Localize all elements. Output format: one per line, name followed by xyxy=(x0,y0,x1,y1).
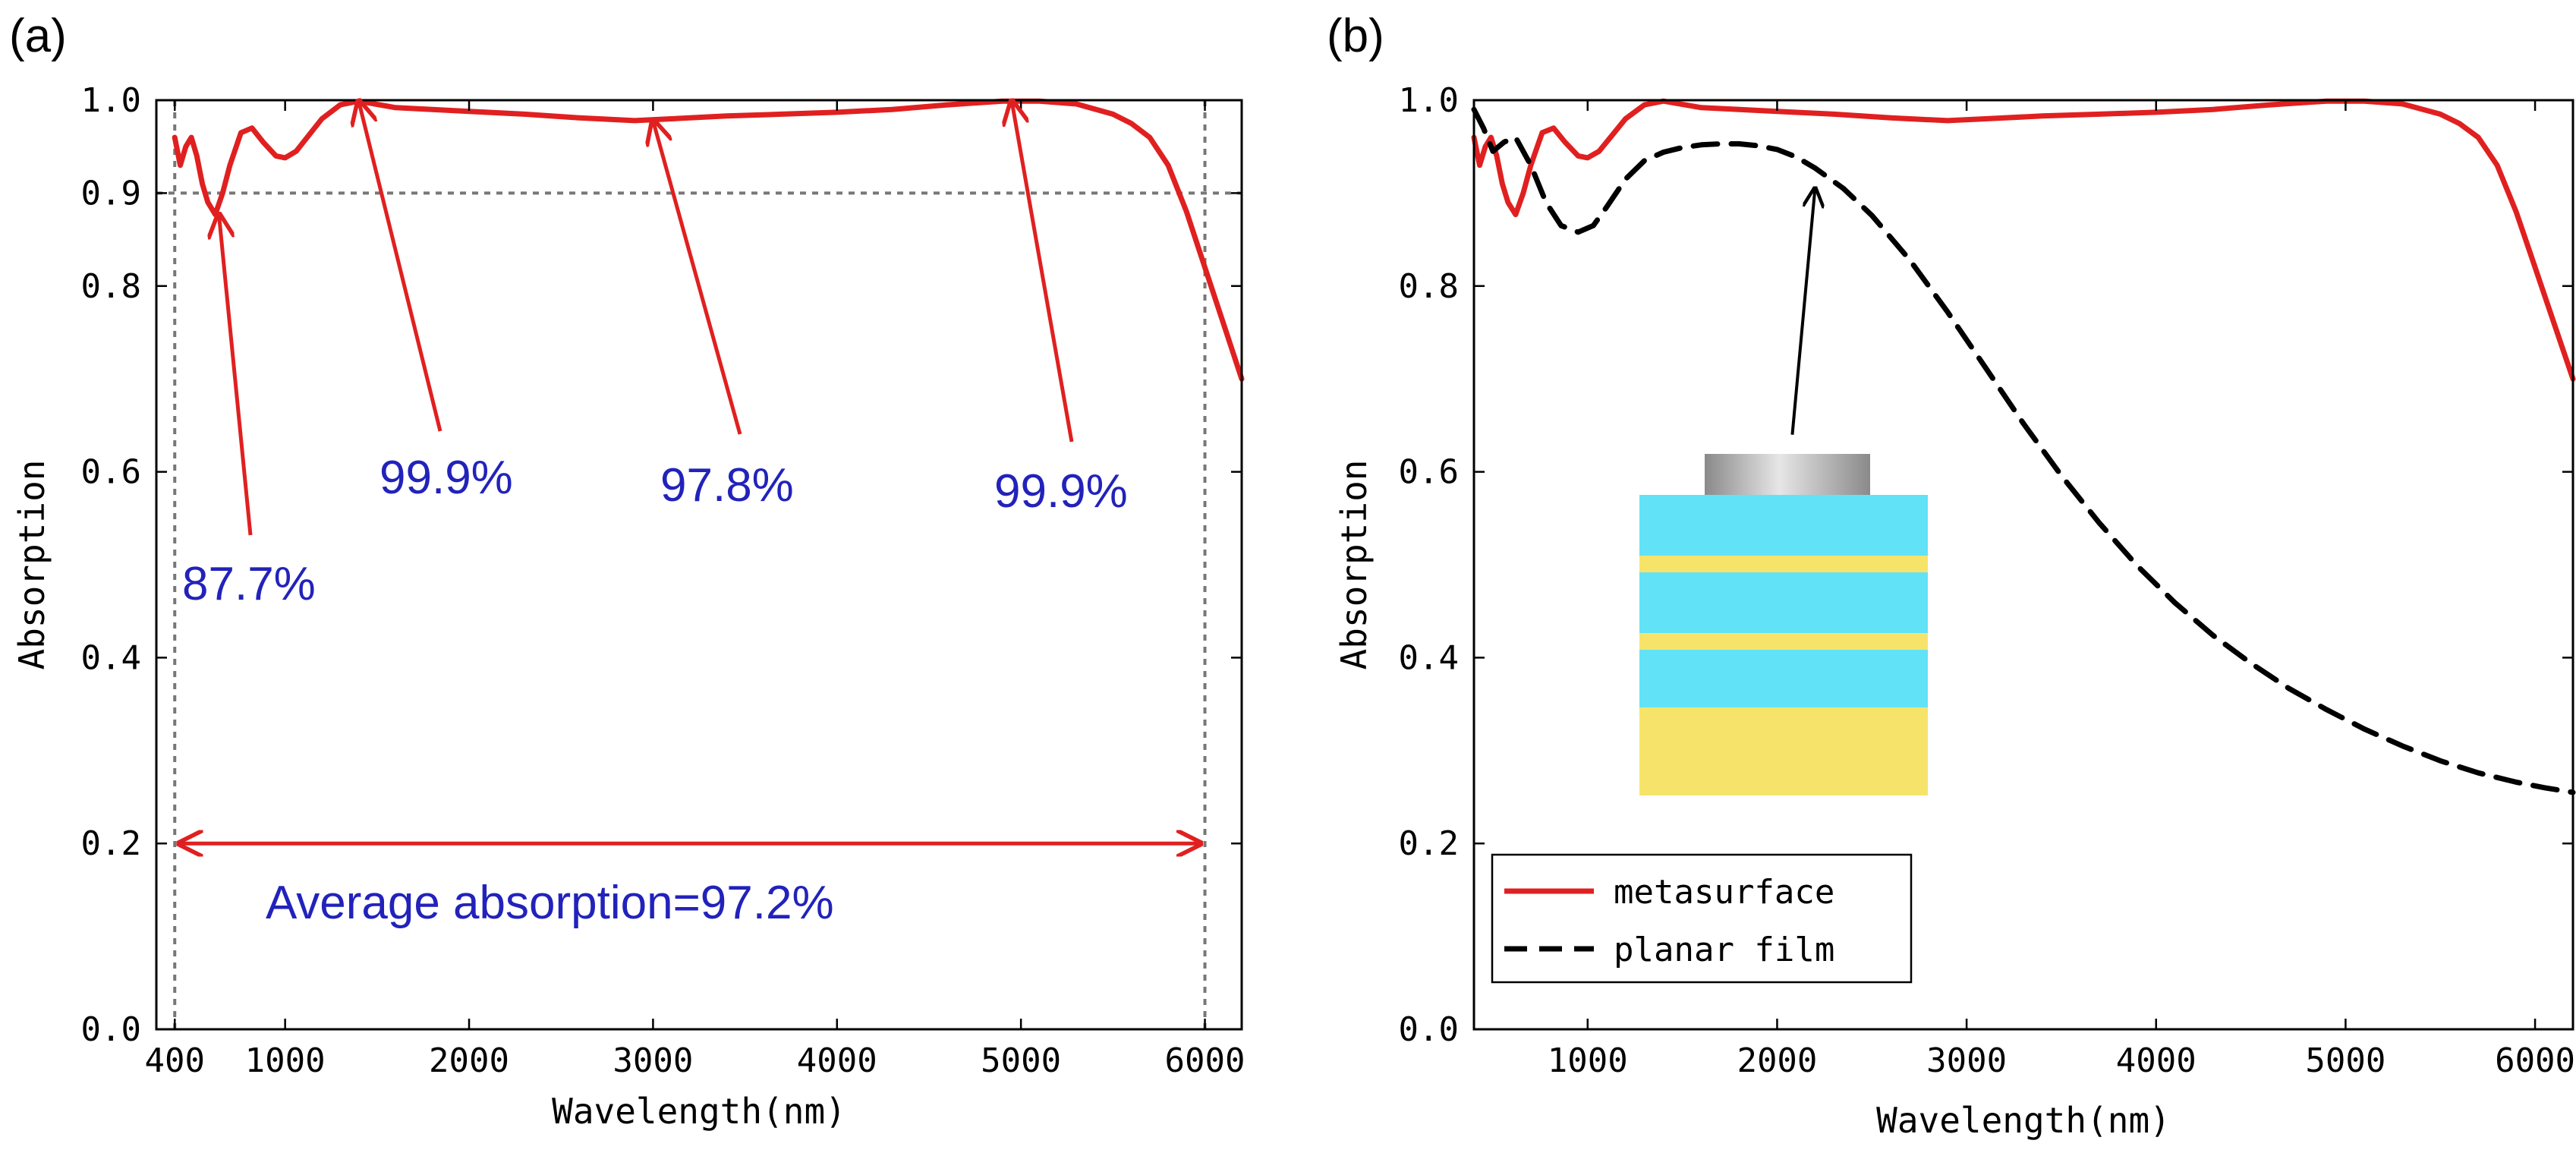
y-axis-label: Absorption xyxy=(11,460,52,670)
dielectric-layer xyxy=(1639,495,1928,556)
series-line-metasurface xyxy=(172,98,1245,382)
series-line-planar-film xyxy=(1471,106,2576,795)
y-tick-label: 0.2 xyxy=(1399,824,1459,863)
annotation-label: 97.8% xyxy=(660,459,794,512)
y-tick-label: 0.4 xyxy=(81,638,141,677)
y-tick-label: 1.0 xyxy=(81,81,141,120)
y-axis-label: Absorption xyxy=(1334,460,1375,670)
annotations: 87.7% 99.9% 97.8% 99.9% Average absorption=9… xyxy=(179,101,1200,929)
y-tick-label: 1.0 xyxy=(1399,81,1459,120)
x-tick-label: 4000 xyxy=(797,1041,877,1080)
top-disk xyxy=(1705,454,1870,495)
annotation-arrow xyxy=(359,101,442,432)
dielectric-layer xyxy=(1639,572,1928,633)
legend-label-metasurface: metasurface xyxy=(1614,873,1834,912)
y-tick-label: 0.9 xyxy=(81,174,141,213)
legend: metasurface planar film xyxy=(1491,853,1913,984)
annotation-arrow xyxy=(1012,101,1074,443)
y-tick-label: 0.8 xyxy=(81,267,141,306)
annotation-label: 99.9% xyxy=(379,452,513,504)
series-group xyxy=(172,98,1245,382)
x-tick-label: 6000 xyxy=(2495,1041,2575,1080)
chart-panel-b: (b) 1000 2000 3000 4000 5000 6000 0.0 0.2 0.4 0.6… xyxy=(1327,10,2576,1141)
legend-box xyxy=(1491,853,1913,984)
plot-frame xyxy=(155,99,1243,1031)
y-tick-label: 0.2 xyxy=(81,824,141,863)
x-tick-label: 2000 xyxy=(1737,1041,1817,1080)
axis-ticks: 400 1000 2000 3000 4000 5000 6000 0.0 0.2 0.4 0.6 0… xyxy=(81,81,1245,1080)
average-absorption-label: Average absorption=97.2% xyxy=(266,877,834,929)
x-tick-label: 1000 xyxy=(245,1041,326,1080)
metal-substrate-layer xyxy=(1639,707,1928,795)
y-tick-label: 0.0 xyxy=(81,1010,141,1049)
layered-structure-inset xyxy=(1639,454,1928,795)
series-group xyxy=(1471,98,2576,795)
x-tick-label: 5000 xyxy=(2305,1041,2385,1080)
x-tick-label: 5000 xyxy=(981,1041,1061,1080)
series-line-metasurface xyxy=(1471,98,2576,382)
metal-layer xyxy=(1639,633,1928,650)
y-tick-label: 0.4 xyxy=(1399,638,1459,677)
pointer-arrow-line xyxy=(1790,188,1815,435)
y-tick-label: 0.8 xyxy=(1399,267,1459,306)
annotation-arrow xyxy=(653,121,742,435)
x-tick-label: 4000 xyxy=(2116,1041,2197,1080)
plot-frame xyxy=(1472,99,2574,1031)
x-tick-label: 400 xyxy=(144,1041,204,1080)
x-tick-label: 3000 xyxy=(1926,1041,2007,1080)
annotation-label: 99.9% xyxy=(994,465,1128,518)
legend-label-planar-film: planar film xyxy=(1614,931,1834,969)
x-tick-label: 1000 xyxy=(1548,1041,1628,1080)
y-tick-label: 0.6 xyxy=(81,453,141,492)
x-tick-label: 6000 xyxy=(1165,1041,1245,1080)
annotation-arrow xyxy=(219,215,253,536)
x-tick-label: 2000 xyxy=(429,1041,509,1080)
y-tick-label: 0.6 xyxy=(1399,453,1459,492)
y-tick-label: 0.0 xyxy=(1399,1010,1459,1049)
metal-layer xyxy=(1639,556,1928,572)
chart-panel-a: (a) 400 1000 2000 3000 4000 5000 6000 0.0 0.2 0.4… xyxy=(9,10,1245,1132)
x-axis-label: Wavelength(nm) xyxy=(1876,1100,2171,1141)
x-axis-label: Wavelength(nm) xyxy=(552,1091,846,1132)
x-tick-label: 3000 xyxy=(613,1041,693,1080)
panel-label: (b) xyxy=(1327,10,1384,62)
annotation-label: 87.7% xyxy=(182,558,316,610)
dielectric-layer xyxy=(1639,650,1928,707)
reference-lines xyxy=(156,100,1242,1029)
pointer-arrow xyxy=(1790,188,1815,435)
axis-ticks: 1000 2000 3000 4000 5000 6000 0.0 0.2 0.4 0.6 0.8 1… xyxy=(1399,81,2576,1080)
panel-label: (a) xyxy=(9,10,67,62)
